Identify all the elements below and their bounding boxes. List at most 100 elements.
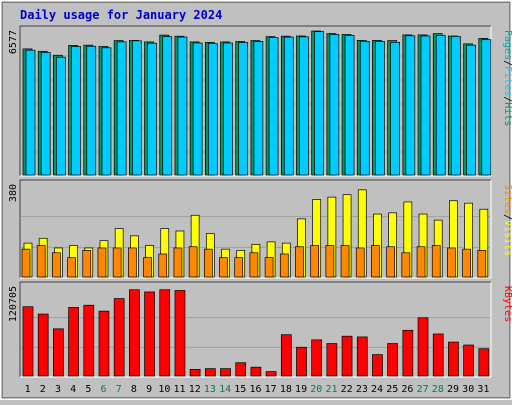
bar-sites xyxy=(371,245,380,278)
x-tick-label: 21 xyxy=(325,384,337,395)
bar-sites xyxy=(462,248,471,278)
bar-files xyxy=(329,34,340,176)
bar-kbytes xyxy=(402,329,414,377)
bar-kbytes xyxy=(83,304,95,377)
bar-kbytes xyxy=(356,336,368,377)
bar-sites xyxy=(112,247,122,278)
x-tick-label: 28 xyxy=(432,384,444,395)
bar-kbytes xyxy=(478,348,490,377)
x-tick-label: 7 xyxy=(116,384,122,395)
bar-kbytes xyxy=(220,368,231,377)
bar-sites xyxy=(401,252,411,278)
x-tick-label: 3 xyxy=(55,384,61,395)
y-axis-max-label: 380 xyxy=(8,184,19,202)
bar-kbytes xyxy=(37,313,49,377)
x-tick-label: 10 xyxy=(158,384,170,395)
bar-files xyxy=(420,35,431,176)
bar-files xyxy=(25,49,36,176)
legend: Sites/Visits xyxy=(502,184,512,256)
x-tick-label: 23 xyxy=(356,384,368,395)
legend-entry: Hits xyxy=(502,102,512,126)
legend-entry: / xyxy=(502,214,512,220)
bar-sites xyxy=(128,247,137,278)
bar-sites xyxy=(36,245,46,278)
x-tick-label: 14 xyxy=(219,384,231,395)
legend-entry: Pages xyxy=(502,30,512,60)
bar-files xyxy=(40,52,51,176)
bar-kbytes xyxy=(235,362,247,377)
bar-files xyxy=(71,46,81,176)
bar-sites xyxy=(97,247,107,278)
bar-kbytes xyxy=(98,310,110,377)
bar-files xyxy=(132,40,142,176)
legend-entry: KBytes xyxy=(502,286,512,322)
bar-sites xyxy=(158,253,168,278)
legend-entry: / xyxy=(502,96,512,102)
bar-sites xyxy=(264,257,274,278)
bar-files xyxy=(238,42,249,176)
bar-sites xyxy=(310,245,320,278)
x-tick-label: 25 xyxy=(386,384,398,395)
bar-kbytes xyxy=(341,335,353,377)
bar-sites xyxy=(416,246,426,278)
bar-files xyxy=(101,47,112,176)
x-tick-label: 29 xyxy=(447,384,459,395)
bar-files xyxy=(116,41,127,176)
bar-files xyxy=(177,36,188,176)
x-tick-label: 20 xyxy=(310,384,322,395)
bar-files xyxy=(344,34,355,176)
x-tick-label: 17 xyxy=(265,384,277,395)
bar-sites xyxy=(431,245,441,278)
bar-sites xyxy=(279,253,289,278)
bar-kbytes xyxy=(53,328,64,377)
x-tick-label: 31 xyxy=(477,384,489,395)
frame-inner xyxy=(2,2,510,398)
x-tick-label: 22 xyxy=(341,384,353,395)
legend: KBytes xyxy=(502,286,512,322)
x-tick-label: 11 xyxy=(174,384,186,395)
bar-files xyxy=(147,42,157,176)
panel-visits-sites: 380 Sites/Visits xyxy=(8,179,512,279)
legend-entry: Visits xyxy=(502,220,512,256)
bar-kbytes xyxy=(159,289,171,377)
bar-kbytes xyxy=(372,354,383,377)
bar-kbytes xyxy=(387,343,398,377)
bar-kbytes xyxy=(280,334,292,377)
bar-kbytes xyxy=(417,317,429,377)
bar-sites xyxy=(188,246,198,278)
bar-kbytes xyxy=(326,343,338,377)
x-tick-label: 15 xyxy=(234,384,246,395)
bar-kbytes xyxy=(432,333,444,377)
x-tick-label: 24 xyxy=(371,384,383,395)
x-tick-label: 1 xyxy=(25,384,31,395)
chart-title: Daily usage for January 2024 xyxy=(20,8,222,22)
bar-sites xyxy=(21,248,31,278)
x-tick-label: 30 xyxy=(462,384,474,395)
bar-kbytes xyxy=(448,341,459,377)
bar-files xyxy=(299,36,309,176)
x-tick-label: 27 xyxy=(417,384,429,395)
bar-files xyxy=(283,36,294,176)
bar-files xyxy=(207,43,218,176)
bar-kbytes xyxy=(129,289,140,377)
bar-sites xyxy=(219,257,228,278)
bar-kbytes xyxy=(463,344,474,377)
bar-files xyxy=(268,37,279,176)
bar-files xyxy=(314,31,325,176)
bar-files xyxy=(56,56,66,176)
bar-files xyxy=(86,45,97,176)
x-tick-label: 13 xyxy=(204,384,216,395)
panel-kbytes: 120705 KBytes xyxy=(8,281,512,378)
bar-files xyxy=(253,41,264,176)
panel-hits-files-pages: 6577 Pages/Files/Hits xyxy=(8,25,512,177)
legend-entry: Sites xyxy=(502,184,512,214)
bar-sites xyxy=(203,248,213,278)
bar-files xyxy=(481,39,492,176)
bar-kbytes xyxy=(189,369,201,377)
x-tick-label: 12 xyxy=(189,384,201,395)
bar-sites xyxy=(340,245,350,278)
bar-sites xyxy=(52,252,61,278)
bar-sites xyxy=(355,247,365,278)
x-tick-label: 18 xyxy=(280,384,292,395)
x-tick-label: 9 xyxy=(146,384,152,395)
